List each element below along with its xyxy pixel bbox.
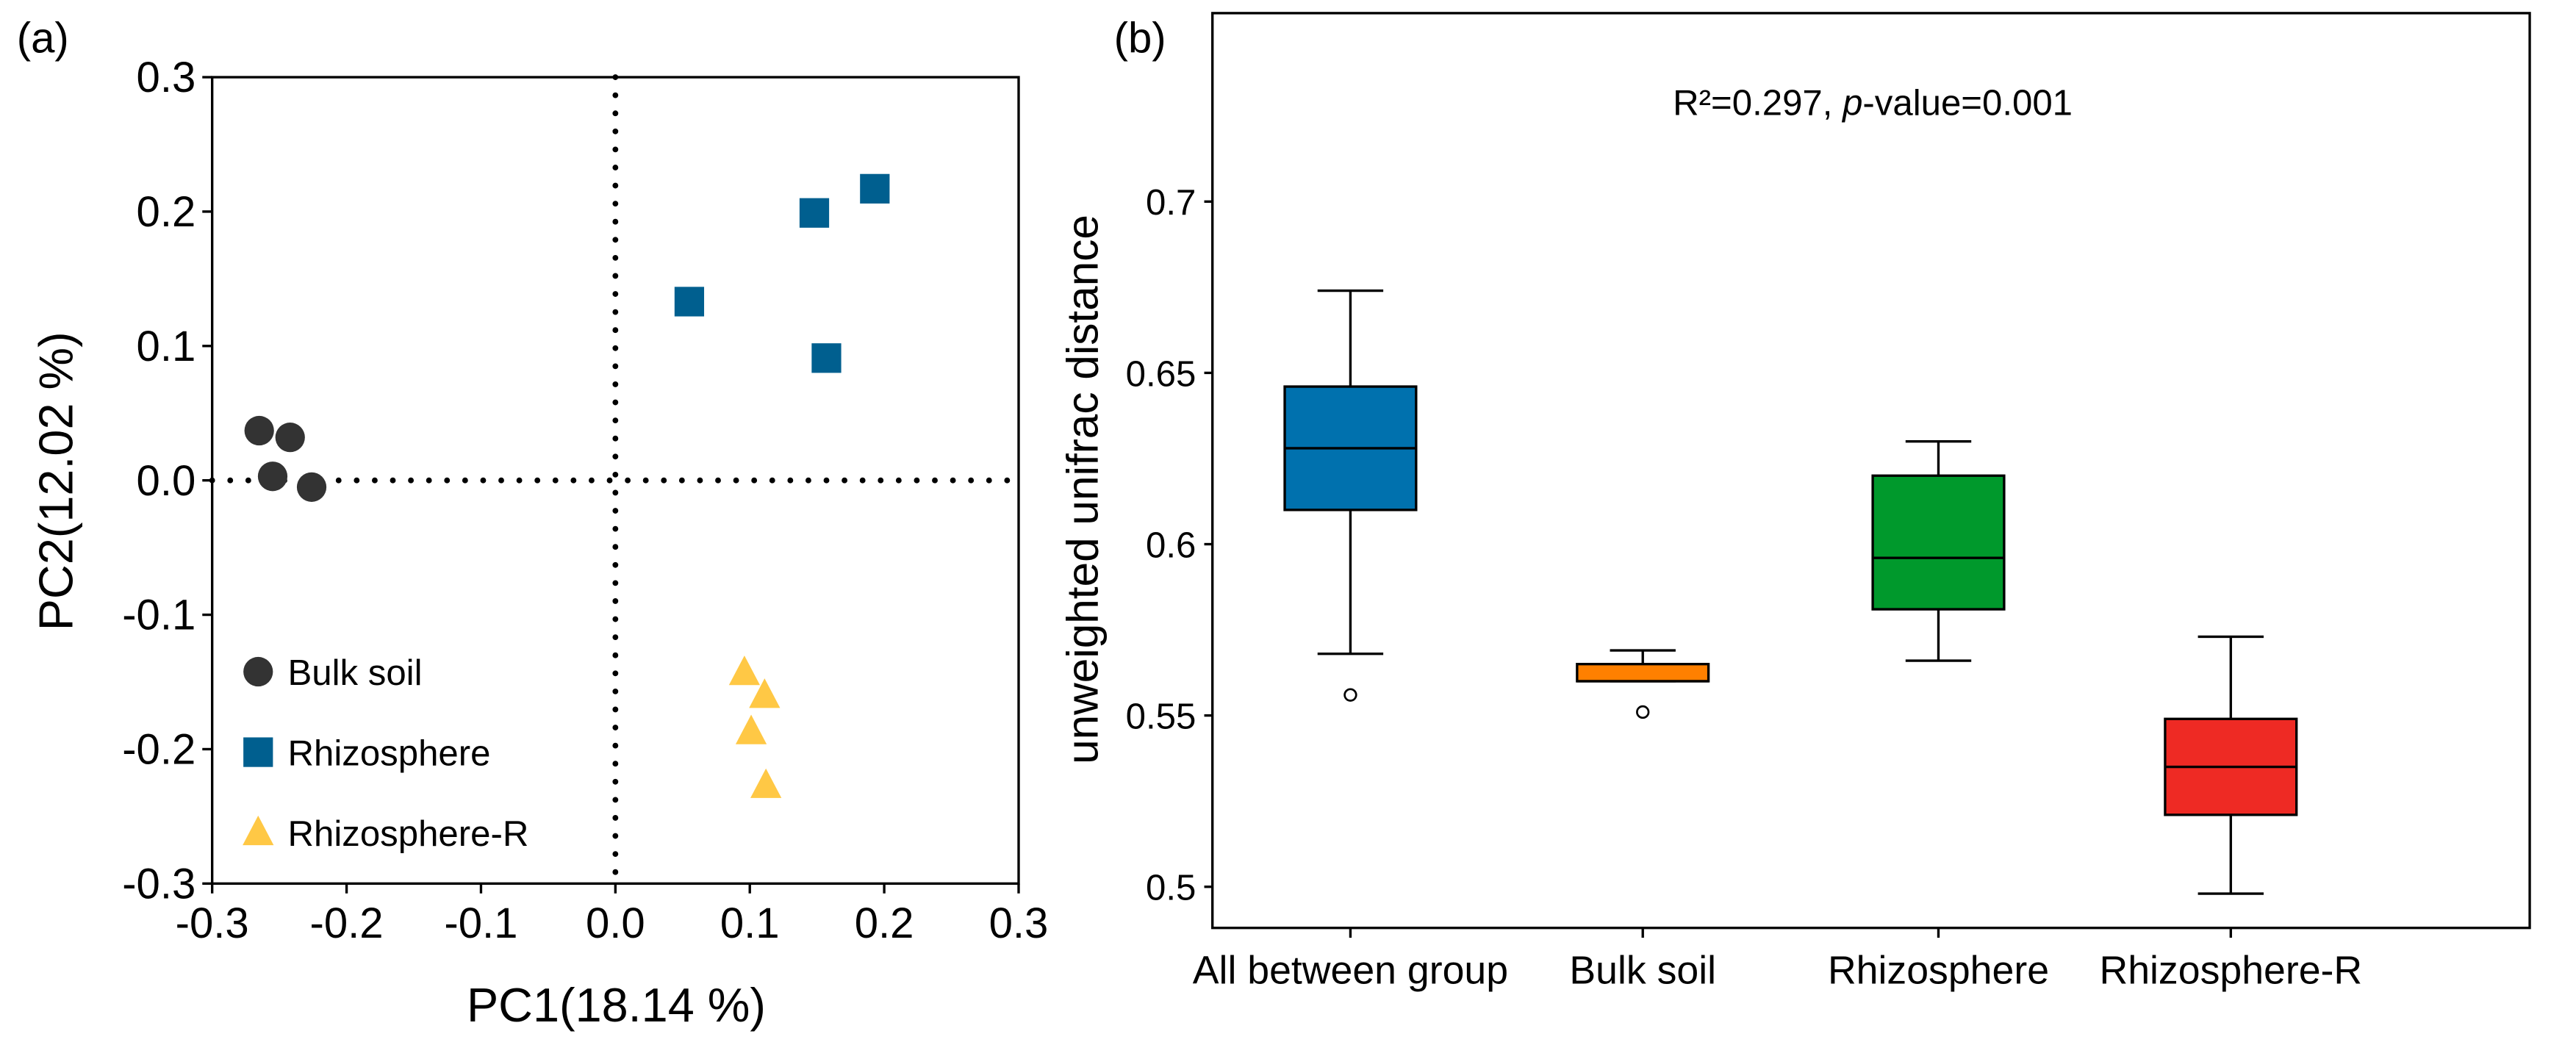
y-tick-label: 0.6 (1146, 525, 1196, 565)
r2-text: R²=0.297, (1673, 82, 1843, 123)
data-point-square (799, 198, 830, 228)
y-tick-label: 0.1 (137, 323, 196, 370)
data-point-circle (275, 423, 305, 453)
legend-marker-circle (243, 656, 273, 687)
y-tick-label: -0.2 (122, 726, 195, 774)
data-point-square (860, 173, 890, 204)
data-point-triangle (750, 768, 782, 798)
data-point-triangle (735, 714, 767, 744)
y-tick-label: 0.55 (1126, 697, 1196, 737)
box (1871, 474, 2006, 611)
outlier (1636, 705, 1650, 719)
x-tick-label: 0.0 (586, 899, 645, 947)
y-tick-label: -0.1 (122, 592, 195, 639)
category-label: Rhizosphere-R (2099, 949, 2362, 993)
legend-label: Rhizosphere-R (287, 813, 528, 854)
x-tick-label: -0.1 (444, 899, 517, 947)
panel-a-label: (a) (17, 15, 69, 62)
boxplot: 0.5 0.55 0.6 0.65 0.7 All between group Bulk s… (1126, 12, 2531, 993)
y-tick-label: 0.5 (1146, 868, 1196, 908)
x-tick-label: -0.3 (176, 899, 249, 947)
y-tick-label: 0.3 (137, 54, 196, 101)
data-point-square (811, 343, 842, 373)
legend-marker-square (243, 737, 273, 767)
legend-marker-triangle (243, 815, 274, 846)
y-tick-label: 0.7 (1146, 182, 1196, 223)
data-point-triangle (728, 655, 761, 686)
x-tick-label: -0.2 (310, 899, 384, 947)
data-point-square (674, 287, 705, 317)
x-tick-label: 0.1 (720, 899, 780, 947)
outlier (1343, 688, 1357, 702)
pcoa-plot: -0.3 -0.2 -0.1 0.0 0.1 0.2 0.3 -0.3 -0.2 -0.1 0.0 0… (122, 54, 1048, 947)
category-label: Rhizosphere (1828, 949, 2049, 993)
data-point-triangle (749, 678, 781, 708)
legend-label: Rhizosphere (287, 733, 490, 773)
panel-b-label: (b) (1114, 15, 1166, 62)
p-value-text: -value=0.001 (1862, 82, 2073, 123)
data-point-circle (244, 415, 274, 446)
data-point-circle (257, 461, 288, 492)
pcoa-x-axis-title: PC1(18.14 %) (467, 978, 766, 1032)
legend-label: Bulk soil (287, 653, 422, 693)
p-italic: p (1841, 82, 1862, 123)
y-tick-label: 0.65 (1126, 353, 1196, 394)
y-tick-label: -0.3 (122, 860, 195, 908)
boxplot-y-axis-title: unweighted unifrac distance (1057, 215, 1107, 764)
box (1576, 663, 1710, 683)
data-point-circle (296, 472, 327, 502)
x-tick-label: 0.2 (855, 899, 914, 947)
plot-frame (1211, 12, 2531, 930)
stats-annotation: R²=0.297, p-value=0.001 (1673, 82, 2073, 123)
x-tick-label: 0.3 (989, 899, 1049, 947)
y-tick-label: 0.0 (137, 457, 196, 505)
category-label: Bulk soil (1569, 949, 1716, 993)
category-label: All between group (1193, 949, 1508, 993)
y-tick-label: 0.2 (137, 188, 196, 236)
pcoa-y-axis-title: PC2(12.02 %) (29, 331, 83, 631)
